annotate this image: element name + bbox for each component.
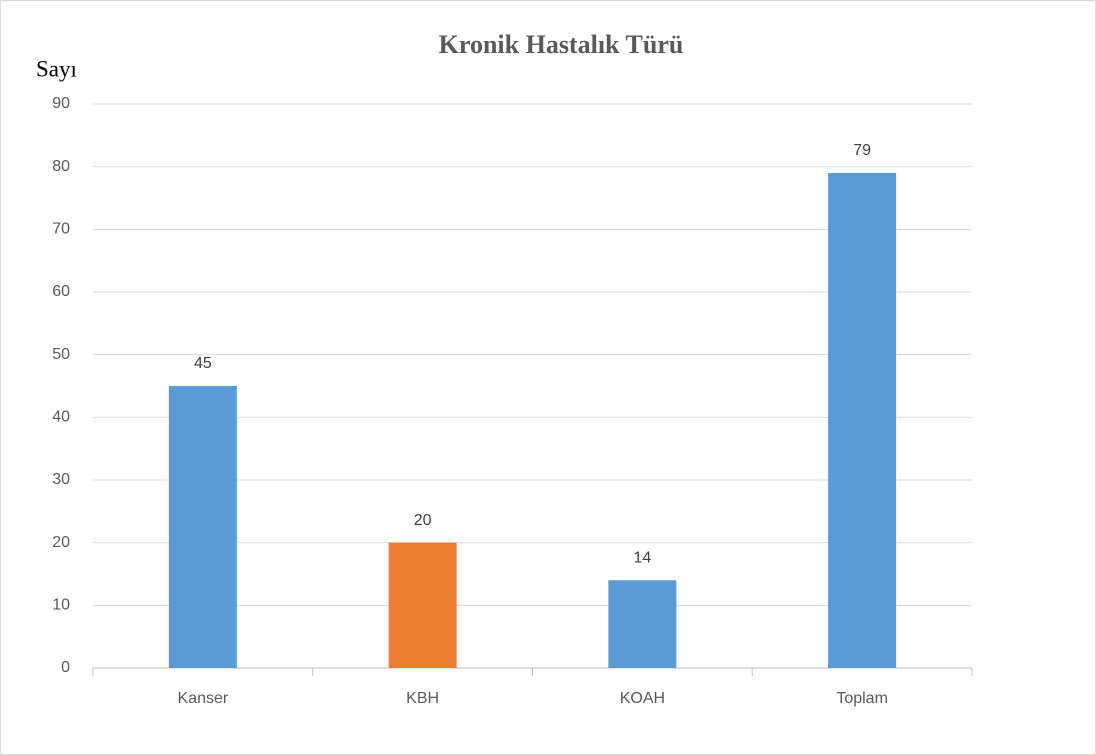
bar	[388, 542, 457, 668]
y-tick-label: 90	[52, 95, 70, 112]
y-tick-label: 50	[52, 346, 70, 363]
y-tick-label: 60	[52, 283, 70, 300]
y-tick-label: 0	[61, 659, 70, 676]
y-tick-label: 30	[52, 471, 70, 488]
data-label: 45	[194, 355, 212, 372]
bar	[828, 172, 897, 668]
data-label: 20	[414, 512, 432, 529]
bar	[168, 386, 237, 668]
bar	[608, 580, 677, 668]
y-tick-label: 10	[52, 597, 70, 614]
chart-title: Kronik Hastalık Türü	[439, 30, 684, 59]
y-tick-label: 40	[52, 409, 70, 426]
x-tick-label: KBH	[406, 690, 439, 707]
y-axis-label: Sayı	[36, 56, 77, 81]
x-tick-label: KOAH	[620, 690, 665, 707]
x-tick-label: Kanser	[178, 690, 229, 707]
y-tick-label: 20	[52, 534, 70, 551]
data-label: 14	[633, 549, 651, 566]
y-tick-label: 80	[52, 158, 70, 175]
x-tick-label: Toplam	[836, 690, 888, 707]
y-tick-label: 70	[52, 221, 70, 238]
data-label: 79	[853, 142, 871, 159]
